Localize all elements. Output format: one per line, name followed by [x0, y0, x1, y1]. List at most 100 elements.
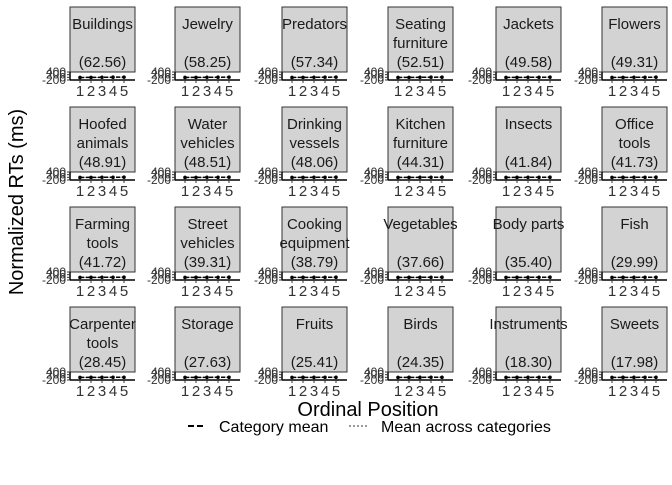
data-point [548, 275, 552, 279]
x-tick-label: 2 [513, 283, 521, 300]
data-point [290, 276, 294, 280]
facet-label-line: (39.31) [184, 254, 232, 271]
x-tick-label: 4 [109, 283, 117, 300]
data-point [78, 376, 82, 380]
x-tick-label: 5 [225, 83, 233, 100]
data-point [334, 375, 338, 379]
data-point [429, 175, 433, 179]
data-point [526, 376, 530, 380]
data-point [100, 75, 104, 79]
data-point [515, 376, 519, 380]
data-point [183, 76, 187, 80]
data-point [396, 376, 400, 380]
x-tick-label: 5 [652, 83, 660, 100]
data-point [78, 276, 82, 280]
y-tick-label: 400 [46, 365, 66, 379]
x-tick-label: 1 [76, 283, 84, 300]
data-point [504, 276, 508, 280]
facet-label-line: (49.58) [505, 54, 553, 71]
data-point [654, 275, 658, 279]
facet-label-line: (41.73) [611, 154, 659, 171]
facet-label-line: (37.66) [397, 254, 445, 271]
x-tick-label: 3 [524, 183, 532, 200]
facet-label-line: (28.45) [79, 354, 127, 371]
x-tick-label: 2 [405, 83, 413, 100]
x-tick-label: 3 [203, 83, 211, 100]
data-point [610, 376, 614, 380]
data-point [621, 176, 625, 180]
data-point [526, 176, 530, 180]
x-tick-label: 4 [214, 283, 222, 300]
x-tick-label: 5 [438, 183, 446, 200]
data-point [643, 375, 647, 379]
x-tick-label: 5 [652, 383, 660, 400]
facet-label-line: Flowers [608, 16, 661, 33]
x-tick-label: 1 [502, 83, 510, 100]
data-point [548, 75, 552, 79]
data-point [323, 375, 327, 379]
data-point [515, 276, 519, 280]
x-tick-label: 4 [641, 183, 649, 200]
facet-label-line: furniture [393, 35, 448, 52]
data-point [621, 76, 625, 80]
data-point [205, 176, 209, 180]
data-point [312, 76, 316, 80]
data-point [227, 175, 231, 179]
data-point [227, 275, 231, 279]
data-point [78, 176, 82, 180]
data-point [654, 175, 658, 179]
x-tick-label: 4 [641, 283, 649, 300]
facet-label-line: vehicles [180, 235, 234, 252]
facet-label-line: Buildings [72, 16, 133, 33]
facet-label-line: Fish [620, 216, 648, 233]
data-point [440, 275, 444, 279]
y-tick-label: 400 [472, 265, 492, 279]
data-point [312, 376, 316, 380]
y-tick-label: 400 [472, 365, 492, 379]
x-tick-label: 2 [619, 183, 627, 200]
data-point [418, 376, 422, 380]
x-tick-label: 1 [608, 283, 616, 300]
y-tick-label: 400 [472, 165, 492, 179]
data-point [504, 76, 508, 80]
x-tick-label: 2 [513, 83, 521, 100]
x-tick-label: 3 [416, 83, 424, 100]
x-tick-label: 2 [87, 183, 95, 200]
x-tick-label: 1 [394, 283, 402, 300]
x-tick-label: 2 [619, 283, 627, 300]
data-point [334, 175, 338, 179]
data-point [440, 75, 444, 79]
data-point [194, 376, 198, 380]
data-point [111, 375, 115, 379]
data-point [290, 176, 294, 180]
x-tick-label: 5 [546, 83, 554, 100]
facet-label-line: furniture [393, 135, 448, 152]
x-tick-label: 4 [109, 183, 117, 200]
data-point [537, 375, 541, 379]
data-point [194, 276, 198, 280]
x-tick-label: 2 [513, 383, 521, 400]
data-point [396, 176, 400, 180]
facet-label-line: (41.84) [505, 154, 553, 171]
x-tick-label: 4 [214, 183, 222, 200]
x-tick-label: 4 [535, 183, 543, 200]
facet-label-line: Farming [75, 216, 130, 233]
x-tick-label: 1 [502, 283, 510, 300]
facet-label-line: (25.41) [291, 354, 339, 371]
data-point [643, 75, 647, 79]
x-tick-label: 1 [181, 83, 189, 100]
x-tick-label: 4 [214, 383, 222, 400]
facet-label-line: tools [619, 135, 651, 152]
x-tick-label: 1 [394, 183, 402, 200]
x-tick-label: 4 [109, 383, 117, 400]
facet-label-line: Drinking [287, 116, 342, 133]
data-point [334, 275, 338, 279]
x-tick-label: 1 [608, 83, 616, 100]
data-point [205, 76, 209, 80]
facet-label-line: Storage [181, 316, 234, 333]
y-tick-label: 400 [151, 65, 171, 79]
data-point [312, 176, 316, 180]
data-point [111, 275, 115, 279]
y-tick-label: 400 [364, 365, 384, 379]
x-tick-label: 4 [427, 183, 435, 200]
